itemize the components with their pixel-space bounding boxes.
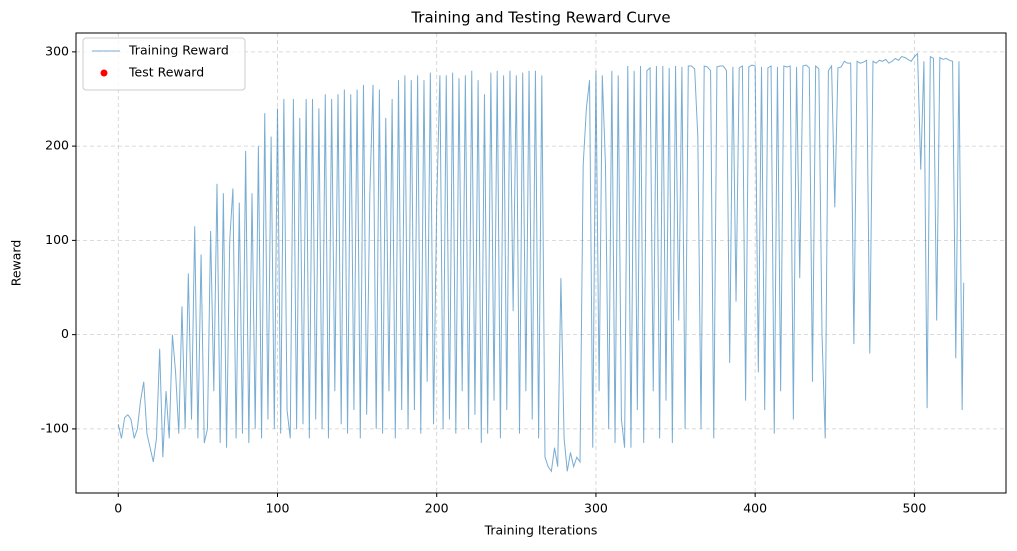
y-tick-label: 300 <box>45 43 69 58</box>
x-tick-label: 500 <box>902 501 926 516</box>
chart-title: Training and Testing Reward Curve <box>410 9 670 27</box>
legend-label: Training Reward <box>128 43 229 58</box>
y-tick-label: 0 <box>61 326 69 341</box>
legend-dot <box>100 69 108 77</box>
x-axis-label: Training Iterations <box>484 523 598 538</box>
line <box>117 52 965 473</box>
y-tick-label: -100 <box>41 420 69 435</box>
x-tick-label: 0 <box>114 501 122 516</box>
x-tick-label: 300 <box>584 501 608 516</box>
legend-box <box>82 37 246 91</box>
x-tick-label: 400 <box>743 501 767 516</box>
legend-label: Test Reward <box>128 65 204 80</box>
y-tick-label: 200 <box>45 138 69 153</box>
x-tick-label: 100 <box>266 501 290 516</box>
y-tick-label: 100 <box>45 232 69 247</box>
y-axis-label: Reward <box>9 240 24 287</box>
plot-frame <box>75 32 1007 494</box>
x-tick-label: 200 <box>425 501 449 516</box>
